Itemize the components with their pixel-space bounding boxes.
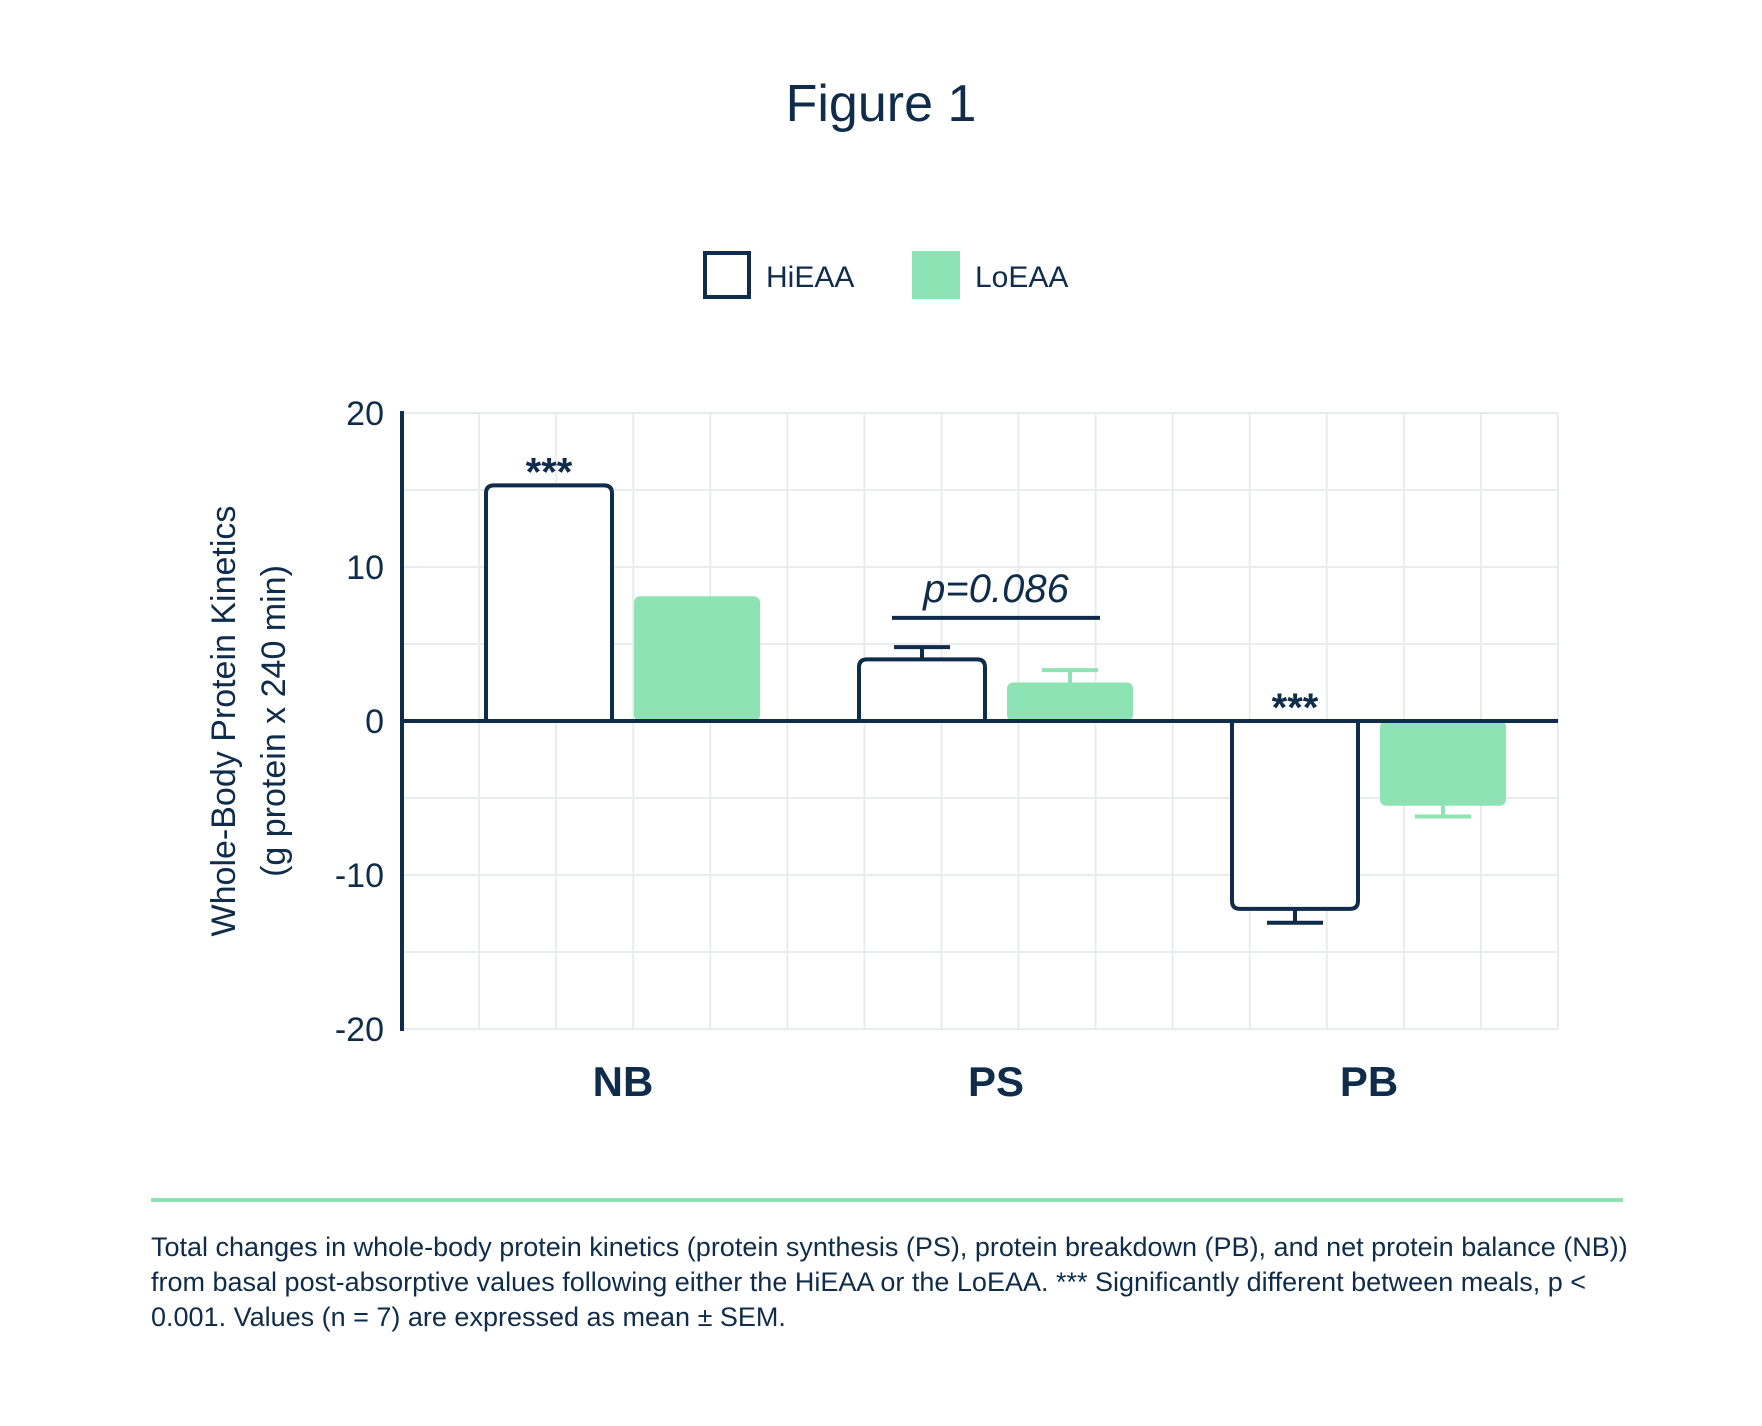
axes bbox=[400, 411, 1558, 1031]
y-tick-label: 0 bbox=[365, 703, 384, 741]
figure-title: Figure 1 bbox=[785, 75, 977, 133]
caption-divider bbox=[151, 1198, 1623, 1202]
x-category-label-nb: NB bbox=[593, 1058, 654, 1105]
legend-swatch-hieaa bbox=[703, 251, 751, 299]
y-axis-ticks: 20 10 0 -10 -20 bbox=[335, 395, 384, 1049]
x-category-label-pb: PB bbox=[1340, 1058, 1398, 1105]
bar-hieaa-pb bbox=[1230, 721, 1360, 911]
figure-caption: Total changes in whole-body protein kine… bbox=[151, 1232, 1628, 1332]
legend: HiEAA LoEAA bbox=[703, 251, 1068, 299]
p-value-annotation: p=0.086 bbox=[922, 567, 1069, 611]
legend-swatch-loeaa bbox=[912, 251, 960, 299]
legend-label-loeaa: LoEAA bbox=[975, 261, 1068, 294]
y-tick-label: 20 bbox=[346, 395, 384, 433]
x-category-label-ps: PS bbox=[968, 1058, 1024, 1105]
significance-stars: *** bbox=[526, 450, 573, 494]
y-tick-label: -20 bbox=[335, 1011, 384, 1049]
bars bbox=[484, 483, 1506, 925]
bar-loeaa-pb bbox=[1380, 721, 1506, 806]
bar-hieaa-nb bbox=[484, 483, 614, 721]
y-axis-title-line1: Whole-Body Protein Kinetics bbox=[205, 506, 243, 937]
x-axis-categories: NB PS PB bbox=[593, 1058, 1399, 1105]
bar-hieaa-ps bbox=[857, 657, 987, 721]
legend-label-hieaa: HiEAA bbox=[766, 261, 854, 294]
y-tick-label: 10 bbox=[346, 549, 384, 587]
y-axis-label: Whole-Body Protein Kinetics (g protein x … bbox=[205, 506, 293, 937]
bar-loeaa-ps bbox=[1007, 682, 1133, 721]
significance-stars: *** bbox=[1272, 686, 1319, 730]
y-axis-title-line2: (g protein x 240 min) bbox=[255, 565, 293, 877]
y-tick-label: -10 bbox=[335, 857, 384, 895]
bar-loeaa-nb bbox=[634, 596, 760, 721]
annotations: *** *** p=0.086 bbox=[526, 450, 1319, 730]
